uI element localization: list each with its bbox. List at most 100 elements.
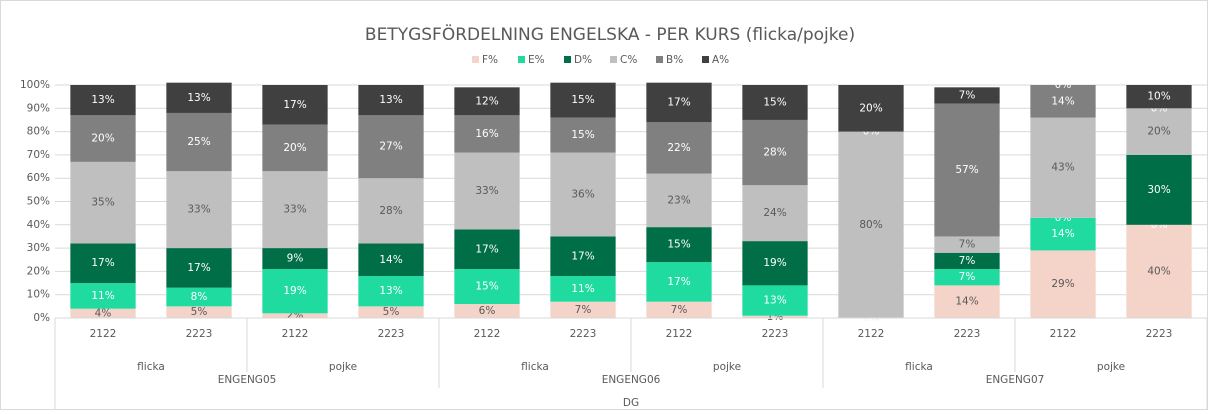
data-label: 7% (959, 271, 976, 283)
data-label: 11% (571, 283, 594, 295)
data-label: 15% (571, 129, 594, 141)
chart-title: BETYGSFÖRDELNING ENGELSKA - PER KURS (fl… (365, 23, 855, 45)
bar-segment (1126, 108, 1192, 155)
bar-segment (70, 85, 136, 116)
bar-segment (166, 112, 232, 172)
legend-label: D% (574, 54, 592, 66)
bar-segment (646, 82, 712, 123)
y-tick-label: 80% (27, 126, 50, 138)
data-label: 35% (91, 197, 114, 209)
group-label: ENGENG07 (986, 374, 1045, 386)
bar-segment (262, 85, 328, 125)
bar-segment (166, 287, 232, 307)
data-label: 17% (91, 257, 114, 269)
bar-segment (262, 171, 328, 249)
bar-segment (454, 229, 520, 270)
bar-segment (550, 152, 616, 237)
group-label: ENGENG05 (218, 374, 277, 386)
data-label: 9% (287, 253, 304, 265)
data-label: 17% (571, 250, 594, 262)
bar-segment (454, 269, 520, 305)
y-tick-label: 30% (27, 242, 50, 254)
bar-segment (166, 306, 232, 318)
x-tick-label: 2122 (90, 328, 117, 340)
bar-segment (742, 85, 808, 120)
bar-segment (550, 236, 616, 277)
x-tick-label: 2223 (1146, 328, 1173, 340)
bar-segment (550, 276, 616, 302)
data-label: 13% (379, 94, 402, 106)
data-label: 25% (187, 136, 210, 148)
x-tick-label: 2122 (666, 328, 693, 340)
data-label: 24% (763, 207, 786, 219)
bar-segment (358, 115, 424, 179)
bar-segment (70, 243, 136, 284)
data-label: 14% (379, 254, 402, 266)
data-label: 5% (191, 306, 208, 318)
group-label: ENGENG06 (602, 374, 661, 386)
bar-segment (742, 285, 808, 316)
data-label: 14% (1051, 95, 1074, 107)
bar-segment (742, 241, 808, 286)
bar-segment (1030, 250, 1096, 318)
data-label: 11% (91, 290, 114, 302)
data-label: 14% (1051, 228, 1074, 240)
data-label: 20% (91, 133, 114, 145)
bar-segment (454, 152, 520, 230)
legend-label: C% (620, 54, 637, 66)
y-tick-label: 20% (27, 265, 50, 277)
bar-segment (550, 301, 616, 318)
legend-label: F% (482, 54, 498, 66)
legend-swatch (610, 56, 617, 63)
data-label: 43% (1051, 162, 1074, 174)
data-label: 17% (667, 276, 690, 288)
bar-segment (70, 115, 136, 162)
y-tick-label: 50% (27, 196, 50, 208)
bar-segment (1126, 154, 1192, 225)
y-tick-label: 0% (33, 312, 50, 324)
data-label: 15% (475, 281, 498, 293)
data-label: 8% (191, 291, 208, 303)
bar-segment (166, 248, 232, 288)
data-label: 28% (379, 205, 402, 217)
bar-segment (358, 306, 424, 318)
bar-segment (934, 103, 1000, 237)
bar-segment (70, 161, 136, 244)
x-tick-label: 2223 (186, 328, 213, 340)
data-label: 29% (1051, 278, 1074, 290)
x-tick-label: 2122 (858, 328, 885, 340)
subgroup-label: pojke (713, 361, 741, 373)
bar-segment (70, 283, 136, 309)
y-tick-label: 100% (20, 79, 50, 91)
bar-segment (934, 269, 1000, 286)
bar-segment (358, 243, 424, 277)
data-label: 7% (671, 304, 688, 316)
x-tick-label: 2122 (282, 328, 309, 340)
data-label: 7% (959, 239, 976, 251)
data-label: 17% (667, 96, 690, 108)
bar-segment (1030, 85, 1096, 118)
data-label: 33% (283, 204, 306, 216)
bar-segment (742, 119, 808, 186)
bar-segment (1030, 117, 1096, 218)
data-label: 17% (187, 262, 210, 274)
legend-label: E% (528, 54, 545, 66)
bar-segment (550, 117, 616, 153)
bar-segment (838, 131, 904, 318)
subgroup-label: flicka (137, 361, 165, 373)
data-label: 13% (91, 94, 114, 106)
subgroup-label: flicka (905, 361, 933, 373)
bar-segment (166, 82, 232, 113)
data-label: 5% (383, 306, 400, 318)
data-label: 12% (475, 95, 498, 107)
data-label: 15% (571, 94, 594, 106)
bar-segment (262, 248, 328, 270)
bar-segment (262, 269, 328, 314)
bar-segment (454, 304, 520, 318)
bar-segment (646, 227, 712, 263)
bar-segment (358, 85, 424, 116)
x-tick-label: 2223 (954, 328, 981, 340)
data-label: 30% (1147, 184, 1170, 196)
x-tick-label: 2223 (378, 328, 405, 340)
